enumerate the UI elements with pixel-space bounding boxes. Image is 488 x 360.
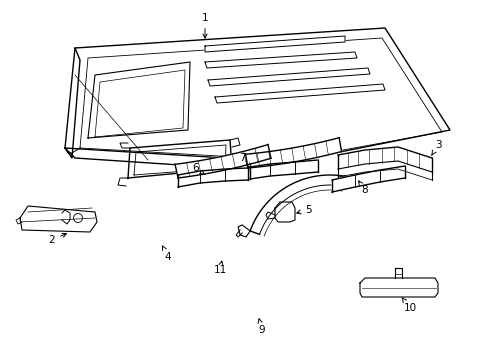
Text: 10: 10: [401, 298, 416, 313]
Polygon shape: [175, 145, 270, 178]
Text: 7: 7: [238, 153, 251, 167]
Text: 9: 9: [258, 319, 265, 335]
Polygon shape: [207, 68, 369, 86]
Text: 4: 4: [162, 246, 171, 262]
Polygon shape: [331, 166, 404, 192]
Text: 1: 1: [201, 13, 208, 38]
Text: 11: 11: [213, 261, 226, 275]
Polygon shape: [359, 278, 437, 297]
Text: 6: 6: [192, 163, 204, 175]
Polygon shape: [245, 138, 341, 168]
Polygon shape: [178, 168, 247, 187]
Polygon shape: [204, 36, 345, 52]
Text: 2: 2: [49, 233, 66, 245]
Polygon shape: [204, 52, 356, 68]
Polygon shape: [337, 147, 431, 172]
Polygon shape: [249, 160, 317, 179]
Text: 3: 3: [431, 140, 440, 155]
Text: 5: 5: [296, 205, 311, 215]
Text: 8: 8: [358, 181, 367, 195]
Polygon shape: [215, 84, 384, 103]
